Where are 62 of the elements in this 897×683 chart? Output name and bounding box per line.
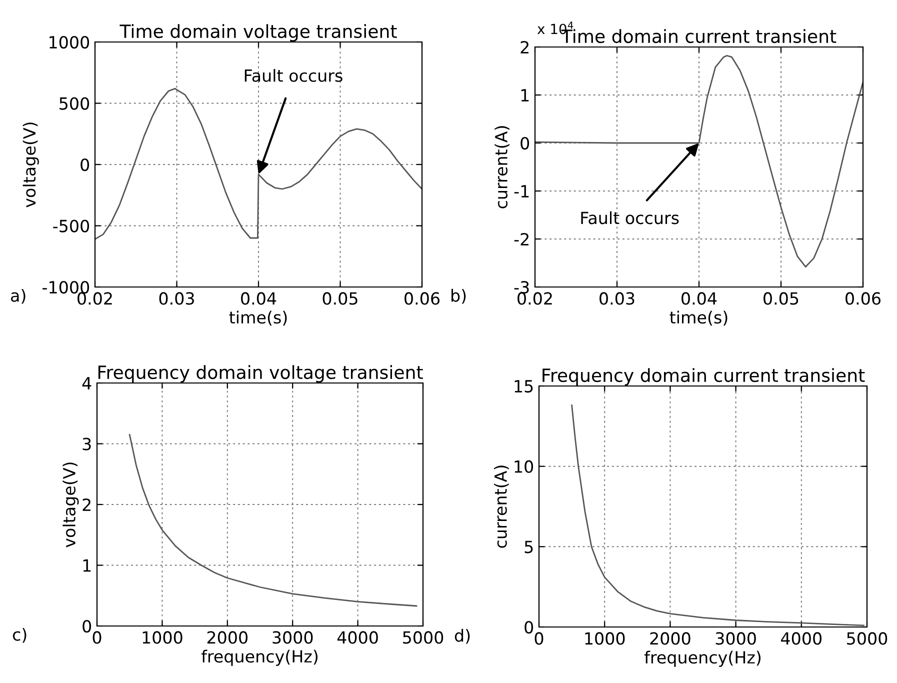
y-tick-label: 0 [82, 620, 92, 633]
text: b) [452, 288, 466, 304]
x-tick-label: 0.06 [846, 292, 881, 305]
y-axis-title: current(A) [494, 126, 510, 208]
x-tick-label: 2000 [207, 631, 248, 644]
y-tick-label: 2 [520, 40, 528, 54]
line-series [571, 404, 864, 626]
chart-title: Time domain voltage transient [120, 24, 397, 42]
y-tick-label: 1 [83, 559, 91, 572]
annotation: Fault occurs [244, 69, 342, 82]
x-tick-label: 1000 [585, 632, 625, 645]
y-tick-label: 0 [520, 136, 530, 150]
x-tick-label: 3000 [716, 632, 756, 645]
x-tick-label: 4000 [781, 632, 822, 645]
x-axis-title: frequency(Hz) [644, 650, 760, 667]
y-tick-label: 500 [60, 97, 90, 110]
line-series [535, 54, 863, 268]
line-series [128, 434, 418, 607]
chart-title: Frequency domain voltage transient [98, 365, 423, 383]
y-tick-label: -1000 [42, 280, 90, 294]
text: d) [454, 628, 470, 644]
y-tick-label: 5 [524, 540, 533, 554]
x-tick-label: 3000 [272, 631, 313, 644]
y-tick-label: 4 [82, 377, 92, 390]
x-tick-label: 0.03 [159, 292, 194, 305]
y-tick-label: 3 [82, 438, 91, 450]
x-tick-label: 5000 [403, 631, 444, 644]
x-axis-title: frequency(Hz) [201, 650, 318, 666]
text: c) [12, 628, 26, 643]
y-tick-label: 0 [80, 158, 90, 172]
y-tick-label: 0 [524, 620, 534, 634]
x-tick-label: 5000 [847, 632, 888, 645]
x-tick-label: 2000 [650, 632, 690, 645]
text: a) [11, 288, 26, 304]
x-tick-label: 0.02 [518, 292, 552, 305]
x-tick-label: 0.06 [404, 292, 440, 305]
y-tick-label: 1000 [50, 36, 90, 49]
x-tick-label: 1000 [142, 631, 182, 644]
x-tick-label: 0.04 [682, 292, 717, 305]
y-tick-label: -1 [514, 185, 529, 198]
y-axis-title: current(A) [494, 466, 509, 548]
y-tick-label: -500 [53, 220, 90, 232]
x-axis-title: time(s) [670, 310, 728, 326]
y-tick-label: 1 [521, 89, 529, 102]
y-tick-label: 10 [514, 460, 534, 473]
x-tick-label: 0 [92, 631, 102, 644]
x-tick-label: 0.05 [322, 292, 358, 305]
x-tick-label: 0.05 [764, 292, 798, 305]
y-tick-label: -2 [514, 232, 528, 246]
x-tick-label: 0.03 [600, 292, 634, 305]
x-axis-title: time(s) [229, 310, 287, 326]
x-tick-label: 4000 [337, 631, 378, 644]
x-tick-label: 0.04 [241, 292, 276, 305]
y-axis-title: voltage(V) [62, 462, 79, 548]
y-tick-label: 2 [82, 498, 90, 511]
chart-title: Frequency domain current transient [542, 368, 865, 386]
x-tick-label: 0 [534, 632, 544, 645]
y-axis-title: voltage(V) [22, 122, 39, 208]
x-tick-label: 0.02 [78, 292, 112, 305]
line-series [95, 88, 422, 240]
y-tick-label: 15 [514, 380, 533, 393]
annotation: Fault occurs [581, 211, 679, 224]
